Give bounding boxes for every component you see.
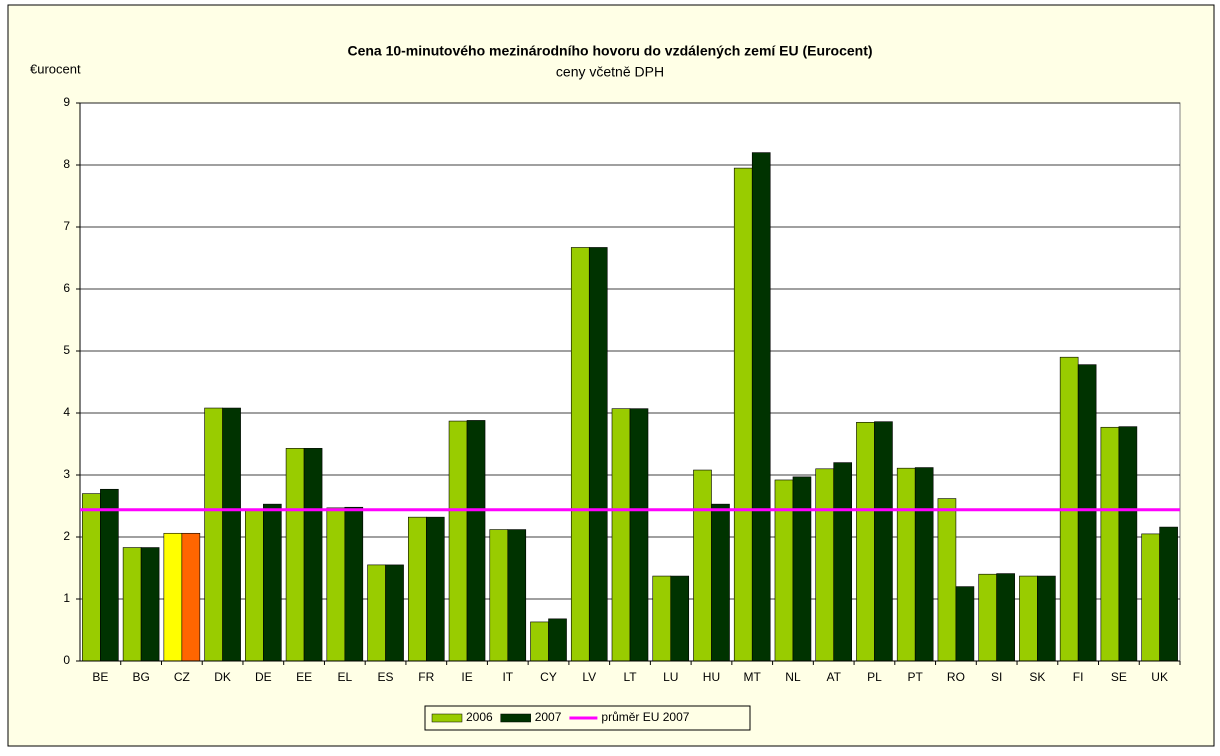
bar xyxy=(303,448,323,662)
bar xyxy=(751,152,771,662)
legend-label: průměr EU 2007 xyxy=(601,710,689,724)
x-tick-label: LT xyxy=(623,670,637,684)
bar xyxy=(792,476,812,662)
y-tick-label: 6 xyxy=(63,281,70,295)
y-tick-label: 4 xyxy=(63,405,70,419)
bar xyxy=(996,573,1015,662)
x-tick-label: SI xyxy=(991,670,1002,684)
y-tick-label: 1 xyxy=(63,591,70,605)
bar xyxy=(385,564,404,662)
bar xyxy=(82,493,101,662)
bar xyxy=(1077,364,1097,662)
x-tick-label: RO xyxy=(947,670,965,684)
chart-subtitle: ceny včetně DPH xyxy=(556,64,664,80)
y-axis-label: €urocent xyxy=(30,61,81,76)
bar xyxy=(222,407,241,662)
bar xyxy=(611,408,631,662)
x-tick-label: FI xyxy=(1073,670,1084,684)
x-tick-label: AT xyxy=(826,670,841,684)
bar xyxy=(711,503,730,662)
y-tick-label: 8 xyxy=(63,157,70,171)
bar xyxy=(1037,575,1056,662)
bar xyxy=(163,532,183,662)
legend-swatch xyxy=(500,713,531,723)
bar xyxy=(856,421,875,662)
legend-swatch xyxy=(431,713,463,723)
bar xyxy=(1141,533,1160,662)
bar xyxy=(140,547,160,662)
legend-label: 2007 xyxy=(535,710,562,724)
x-tick-label: EL xyxy=(337,670,352,684)
bar xyxy=(1019,575,1038,662)
legend-label: 2006 xyxy=(466,710,493,724)
bar xyxy=(774,479,794,662)
bar xyxy=(896,467,916,662)
x-tick-label: PL xyxy=(867,670,882,684)
x-tick-label: EE xyxy=(296,670,312,684)
y-tick-label: 0 xyxy=(63,653,70,667)
bar xyxy=(507,529,527,662)
bar xyxy=(833,462,853,662)
y-tick-label: 2 xyxy=(63,529,70,543)
bar xyxy=(181,532,201,662)
x-tick-label: SK xyxy=(1029,670,1045,684)
bar xyxy=(448,420,468,662)
bar xyxy=(652,575,672,662)
y-tick-label: 3 xyxy=(63,467,70,481)
bar xyxy=(285,448,305,662)
bar xyxy=(588,247,608,662)
bar xyxy=(955,586,975,662)
y-tick-label: 7 xyxy=(63,219,70,233)
x-tick-label: BE xyxy=(92,670,108,684)
x-tick-label: SE xyxy=(1111,670,1127,684)
bar xyxy=(425,516,445,662)
bar xyxy=(670,575,690,662)
bar xyxy=(629,408,649,662)
x-tick-label: HU xyxy=(703,670,720,684)
x-tick-label: BG xyxy=(132,670,149,684)
x-tick-label: NL xyxy=(785,670,801,684)
bar xyxy=(466,420,486,662)
bar xyxy=(937,498,957,662)
bar xyxy=(122,547,142,662)
bar xyxy=(1159,526,1178,662)
bar xyxy=(733,167,753,662)
x-tick-label: DE xyxy=(255,670,272,684)
bar xyxy=(548,618,567,662)
x-tick-label: IE xyxy=(461,670,472,684)
bar xyxy=(570,247,590,662)
bar xyxy=(204,407,223,662)
bar xyxy=(874,421,893,662)
bar xyxy=(344,506,364,662)
x-tick-label: LU xyxy=(663,670,678,684)
bar xyxy=(100,488,119,662)
x-tick-label: MT xyxy=(744,670,762,684)
bar xyxy=(407,516,427,662)
x-tick-label: IT xyxy=(502,670,513,684)
bar xyxy=(1118,426,1138,662)
bar xyxy=(815,468,835,662)
bar xyxy=(326,507,346,662)
bar xyxy=(693,469,712,662)
chart-title: Cena 10-minutového mezinárodního hovoru … xyxy=(347,43,872,59)
x-tick-label: PT xyxy=(908,670,924,684)
y-tick-label: 5 xyxy=(63,343,70,357)
x-tick-label: ES xyxy=(378,670,394,684)
x-tick-label: DK xyxy=(214,670,231,684)
bar xyxy=(914,467,934,662)
bar xyxy=(1100,426,1120,662)
x-tick-label: CZ xyxy=(174,670,190,684)
y-tick-label: 9 xyxy=(63,95,70,109)
x-tick-label: UK xyxy=(1151,670,1168,684)
bar xyxy=(245,508,264,662)
bar xyxy=(530,621,549,662)
bar xyxy=(978,573,997,662)
x-tick-label: CY xyxy=(540,670,557,684)
x-tick-label: FR xyxy=(418,670,434,684)
x-tick-label: LV xyxy=(582,670,596,684)
bar xyxy=(263,503,282,662)
bar xyxy=(489,529,509,662)
bar xyxy=(367,564,386,662)
